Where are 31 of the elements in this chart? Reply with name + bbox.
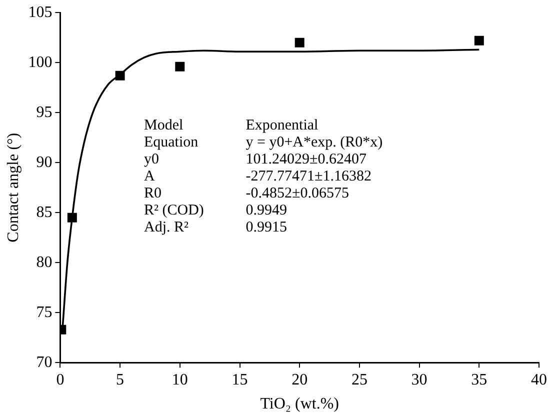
text: R0 -0.4852±0.06575 — [144, 186, 349, 202]
x-tick-label: 0 — [56, 371, 64, 388]
text: Model Exponential — [144, 118, 318, 134]
x-tick-label: 25 — [351, 371, 368, 388]
y-tick-label: 95 — [36, 104, 52, 121]
y-tick-label: 105 — [28, 4, 52, 21]
text: y0 101.24029±0.62407 — [144, 152, 366, 168]
x-tick-label: 5 — [116, 371, 124, 388]
y-tick-label: 90 — [36, 154, 52, 171]
point — [294, 38, 304, 48]
y-tick-label: 70 — [36, 354, 52, 371]
point — [67, 212, 77, 222]
text: A -277.77471±1.16382 — [144, 168, 372, 185]
x-tick-label: 30 — [411, 371, 428, 388]
x-axis-title: TiO₂ (wt.%) — [260, 396, 339, 413]
y-tick-label: 80 — [36, 254, 52, 271]
point — [175, 62, 185, 72]
y-axis-title: Contact angle (°) — [4, 132, 22, 242]
y-tick-label: 85 — [36, 204, 52, 221]
point — [474, 36, 484, 46]
y-tick-label: 75 — [36, 304, 52, 321]
text: Equation y = y0+A*exp. (R0*x) — [144, 134, 383, 151]
x-tick-label: 35 — [471, 371, 488, 388]
point — [115, 70, 125, 80]
text: R² (COD) 0.9949 — [144, 202, 287, 219]
x-tick-label: 15 — [232, 371, 248, 388]
text: Adj. R² 0.9915 — [144, 220, 287, 236]
x-tick-label: 10 — [172, 371, 188, 388]
x-tick-label: 40 — [531, 371, 547, 388]
y-tick-label: 100 — [28, 54, 52, 71]
x-tick-label: 20 — [292, 371, 308, 388]
